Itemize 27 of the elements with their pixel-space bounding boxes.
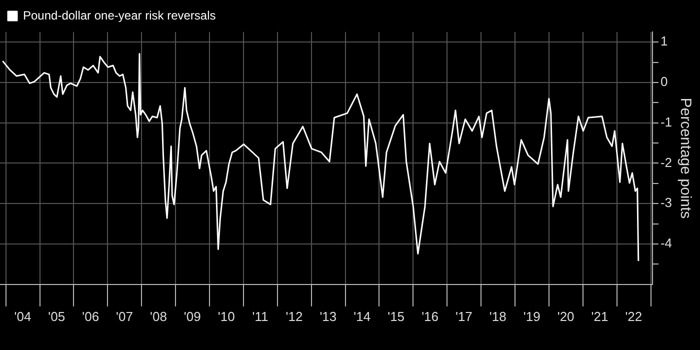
y-tick-label: -3 (660, 195, 672, 210)
x-tick-label: '22 (625, 308, 642, 324)
x-tick-label: '06 (82, 308, 100, 324)
y-tick-label: -1 (660, 114, 672, 130)
x-tick-label: '10 (218, 308, 235, 324)
y-tick-label: -2 (660, 154, 672, 170)
y-tick-label: -4 (660, 236, 672, 251)
x-tick-label: '20 (557, 308, 574, 324)
x-tick-label: '04 (14, 308, 32, 324)
x-tick-label: '11 (252, 308, 268, 324)
x-tick-label: '18 (489, 308, 506, 324)
x-tick-label: '14 (354, 308, 371, 324)
x-tick-label: '12 (286, 308, 303, 324)
x-tick-label: '13 (320, 308, 337, 324)
x-tick-label: '21 (591, 308, 608, 324)
x-tick-label: '16 (422, 308, 439, 324)
x-tick-label: '05 (48, 308, 66, 324)
x-tick-label: '08 (150, 308, 167, 324)
x-tick-label: '17 (455, 308, 472, 324)
legend-label: Pound-dollar one-year risk reversals (23, 8, 216, 22)
x-tick-label: '19 (523, 308, 540, 324)
x-tick-label: '15 (388, 308, 405, 324)
x-tick-label: '09 (184, 308, 201, 324)
y-tick-label: 1 (660, 34, 668, 49)
x-tick-label: '07 (116, 308, 133, 324)
y-axis-title: Percentage points (676, 98, 694, 219)
y-tick-label: 0 (660, 74, 668, 90)
